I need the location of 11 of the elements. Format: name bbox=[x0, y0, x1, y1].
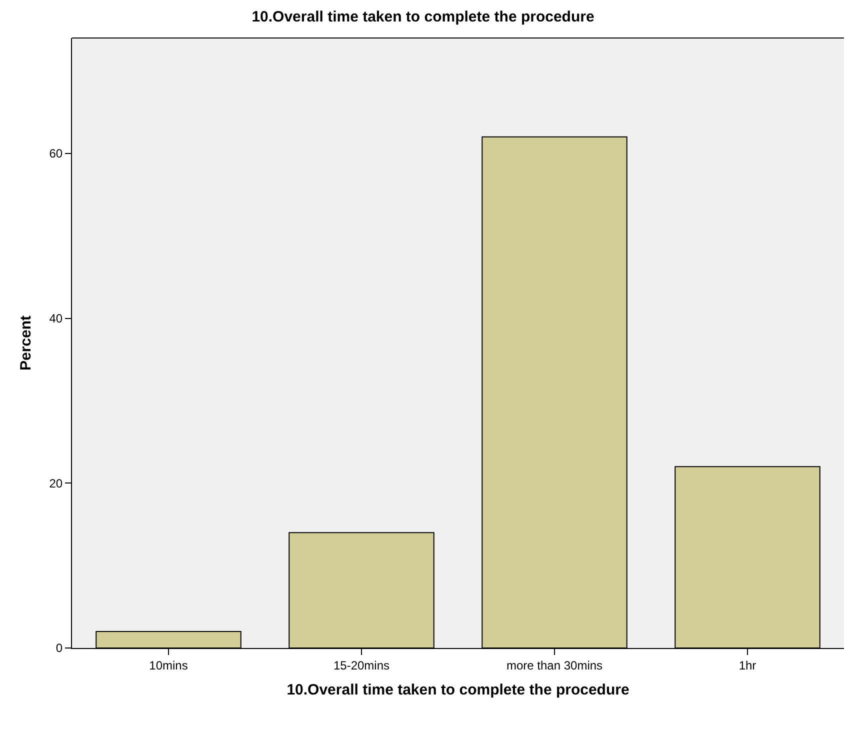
y-tick-label: 20 bbox=[49, 476, 63, 490]
y-tick-label: 40 bbox=[49, 311, 63, 326]
y-tick-label: 60 bbox=[49, 146, 63, 161]
y-tick-label: 0 bbox=[56, 641, 63, 656]
x-tick-label: 10mins bbox=[149, 658, 188, 672]
x-tick-label: 1hr bbox=[738, 658, 756, 672]
chart-title: 10.Overall time taken to complete the procedure bbox=[252, 8, 594, 26]
y-axis-title: Percent bbox=[17, 315, 34, 371]
x-axis-title: 10.Overall time taken to complete the procedure bbox=[286, 681, 630, 698]
x-tick-label: 15-20mins bbox=[333, 658, 390, 672]
x-tick-label: more than 30mins bbox=[506, 658, 603, 672]
